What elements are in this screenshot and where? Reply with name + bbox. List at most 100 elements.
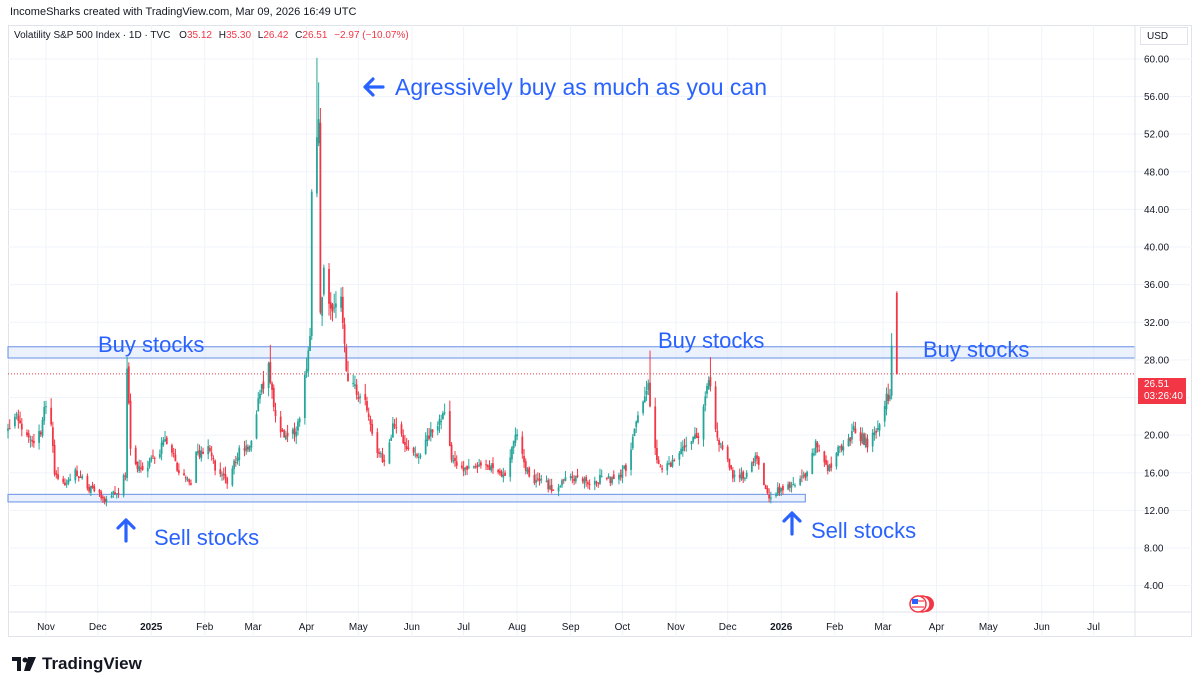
candle xyxy=(260,383,263,396)
candle-body xyxy=(509,457,512,477)
candle-body xyxy=(262,381,265,389)
candle xyxy=(485,459,487,471)
candle-body xyxy=(535,479,538,483)
candle-body xyxy=(272,387,275,408)
candle xyxy=(500,469,503,478)
candle xyxy=(20,418,23,437)
tradingview-logo[interactable]: TradingView xyxy=(12,654,142,674)
candle-body xyxy=(702,406,705,440)
x-tick-label: May xyxy=(349,622,368,633)
candle-body xyxy=(379,453,382,455)
high-value: 35.30 xyxy=(225,30,252,41)
candle-body xyxy=(416,454,418,457)
candle-body xyxy=(526,469,529,473)
candle xyxy=(681,440,684,457)
candle xyxy=(176,461,179,473)
candle-body xyxy=(787,484,789,490)
candle-body xyxy=(195,451,198,483)
candle xyxy=(790,481,793,493)
candle xyxy=(526,467,529,475)
x-tick-label: Mar xyxy=(244,622,262,633)
candle xyxy=(849,436,852,446)
x-tick-label: Feb xyxy=(196,622,214,633)
candle xyxy=(26,429,28,438)
candle-body xyxy=(388,442,391,464)
candle xyxy=(79,470,82,479)
candle xyxy=(690,440,693,450)
currency-selector[interactable]: USD xyxy=(1140,27,1188,45)
candle xyxy=(776,482,779,496)
candle xyxy=(631,434,634,451)
candle-body xyxy=(766,488,769,493)
candle xyxy=(643,386,646,403)
candle-body xyxy=(38,431,40,443)
candle-body xyxy=(557,487,560,492)
candle-body xyxy=(623,465,626,469)
candle xyxy=(19,411,21,424)
candle xyxy=(535,473,538,488)
annotation-buy-stocks-2: Buy stocks xyxy=(658,328,764,353)
candle xyxy=(62,475,65,484)
last-price-value: 26.51 xyxy=(1144,379,1170,390)
candle-body xyxy=(486,464,489,468)
x-tick-label: 2025 xyxy=(140,622,163,633)
candle xyxy=(428,427,431,441)
candle xyxy=(792,477,795,486)
candle-body xyxy=(79,477,82,479)
candle-body xyxy=(378,452,380,454)
candle-body xyxy=(816,442,819,448)
candle-body xyxy=(706,386,708,394)
candle-body xyxy=(438,419,441,425)
candle xyxy=(731,467,734,483)
candle-body xyxy=(186,478,189,481)
annotation-aggressive-text: Agressively buy as much as you can xyxy=(395,74,767,100)
candle-body xyxy=(573,478,575,482)
candle xyxy=(340,287,342,312)
candle xyxy=(105,495,108,507)
candle xyxy=(745,470,748,480)
candle xyxy=(88,484,91,494)
candle-body xyxy=(248,446,251,451)
candle xyxy=(328,263,330,316)
candle xyxy=(250,440,253,452)
candle xyxy=(600,469,603,478)
candle xyxy=(624,463,627,477)
candle xyxy=(669,461,672,468)
candle xyxy=(221,471,223,481)
candle xyxy=(317,82,320,147)
candle xyxy=(65,479,68,488)
us-flag-icon[interactable] xyxy=(909,595,934,613)
candle xyxy=(818,444,821,453)
candle-body xyxy=(407,447,410,450)
candle xyxy=(478,458,481,468)
chart-frame xyxy=(8,25,1192,637)
candle xyxy=(512,440,515,455)
candle-body xyxy=(873,432,876,435)
candle xyxy=(654,397,657,455)
candle xyxy=(184,475,187,483)
candle-body xyxy=(105,498,108,503)
candle xyxy=(310,189,313,341)
candle xyxy=(861,427,864,445)
candle-body xyxy=(814,440,817,454)
candle-body xyxy=(260,383,263,393)
candle-body xyxy=(742,471,745,479)
candle xyxy=(854,421,857,434)
candle xyxy=(766,485,769,495)
candle-body xyxy=(887,394,890,402)
candle xyxy=(32,433,35,448)
candle-body xyxy=(448,411,451,446)
candle xyxy=(298,416,301,427)
candle xyxy=(863,432,865,446)
candle-body xyxy=(536,478,539,480)
candle xyxy=(612,470,615,480)
grid xyxy=(8,25,1192,637)
candle xyxy=(335,291,337,319)
candle-body xyxy=(62,478,65,483)
candle-body xyxy=(890,345,893,396)
candle-body xyxy=(461,465,463,468)
candle xyxy=(267,361,270,397)
candle xyxy=(504,470,506,477)
candle xyxy=(126,357,128,482)
